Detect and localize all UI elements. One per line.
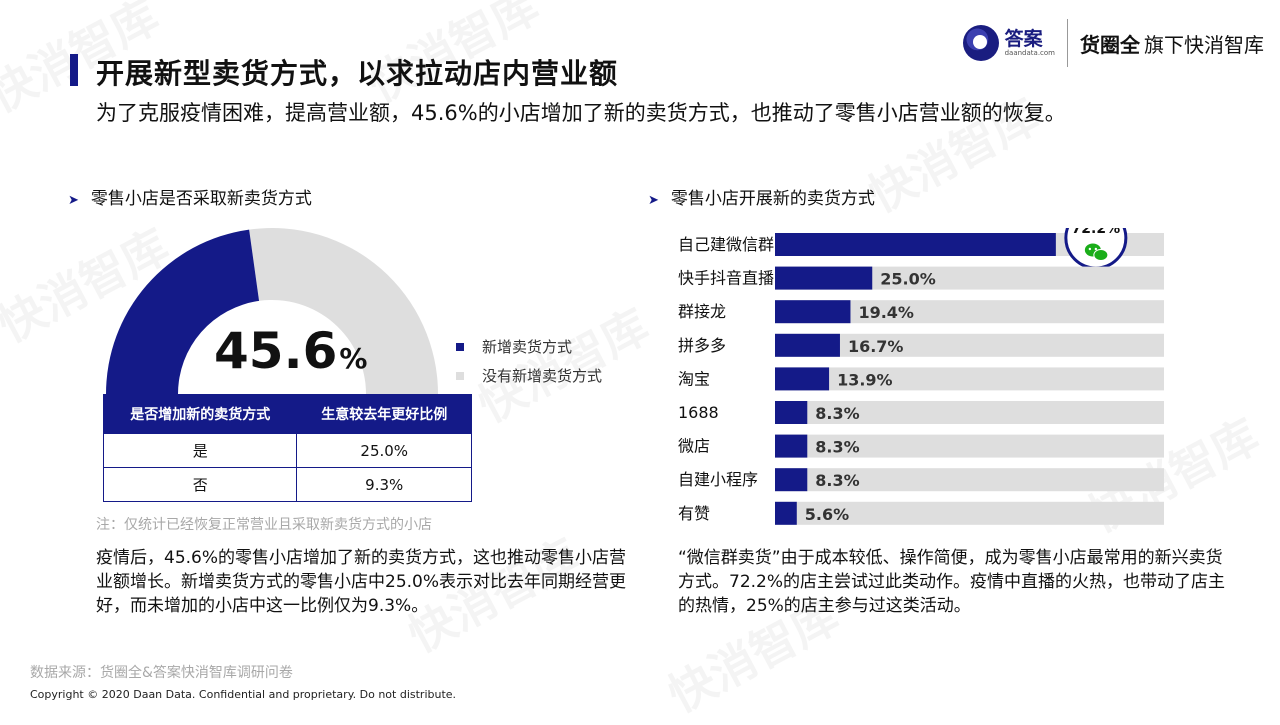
data-label: 25.0%	[880, 270, 936, 289]
arrow-icon: ➤	[68, 193, 79, 208]
gauge-track	[249, 228, 438, 394]
category-label: 拼多多	[678, 336, 726, 355]
legend-swatch-new	[456, 342, 464, 351]
table-cell: 25.0%	[296, 433, 472, 468]
legend-label-none: 没有新增卖货方式	[482, 367, 603, 385]
bar	[775, 266, 873, 290]
data-label: 8.3%	[815, 404, 859, 423]
table-cell: 是	[102, 433, 298, 468]
data-source: 数据来源：货圈全&答案快消智库调研问卷	[30, 665, 293, 681]
bar-track	[775, 434, 1164, 458]
bar	[775, 233, 1056, 256]
category-label: 淘宝	[678, 369, 710, 388]
bar-track	[775, 333, 1164, 357]
bar-track	[775, 468, 1164, 492]
data-label: 8.3%	[815, 438, 859, 457]
daan-logo-icon	[962, 25, 999, 61]
category-label: 自己建微信群	[678, 235, 774, 254]
gauge-fill	[106, 229, 260, 394]
data-label: 8.3%	[815, 471, 859, 490]
horizontal-bar-chart: 自己建微信群 72.2% 快手抖音直播 25.0% 群接龙 19.4% 拼多多 16.7% 淘宝…	[678, 228, 1164, 525]
data-label: 19.4%	[858, 303, 914, 322]
title-accent-bar	[70, 54, 78, 86]
bar	[775, 367, 830, 391]
copyright: Copyright © 2020 Daan Data. Confidential…	[30, 688, 457, 701]
big-number-unit: %	[339, 342, 368, 375]
page-title: 开展新型卖货方式，以求拉动店内营业额	[96, 57, 619, 90]
right-paragraph: “微信群卖货”由于成本较低、操作简便，成为零售小店最常用的新兴卖货方式。72.2…	[678, 548, 1226, 616]
category-label: 微店	[678, 437, 710, 456]
bar	[775, 401, 808, 424]
arrow-icon: ➤	[648, 193, 659, 208]
legend-label-new: 新增卖货方式	[482, 338, 573, 356]
category-label: 有赞	[678, 504, 710, 523]
bar	[775, 333, 840, 357]
data-label: 16.7%	[848, 337, 904, 356]
table-header-cell: 是否增加新的卖货方式	[102, 394, 298, 434]
left-heading-text: 零售小店是否采取新卖货方式	[90, 189, 312, 209]
legend-item-none: 没有新增卖货方式	[456, 365, 602, 386]
logo-domain: daandata.com	[1004, 49, 1055, 57]
page-subtitle: 为了克服疫情困难，提高营业额，45.6%的小店增加了新的卖货方式，也推动了零售小…	[96, 101, 1066, 125]
table-note: 注：仅统计已经恢复正常营业且采取新卖货方式的小店	[96, 517, 432, 533]
category-label: 1688	[678, 403, 719, 422]
left-section-heading: ➤ 零售小店是否采取新卖货方式	[68, 184, 312, 209]
legend-item-new: 新增卖货方式	[456, 336, 572, 357]
table-row: 否 9.3%	[102, 467, 472, 502]
bar-track	[775, 367, 1164, 391]
header-logo: 答案 daandata.com 货圈全 旗下快消智库	[962, 18, 1264, 68]
big-percentage: 45.6%	[214, 322, 367, 380]
data-label: 5.6%	[805, 505, 849, 524]
logo-text: 答案 daandata.com	[1005, 29, 1055, 57]
legend-swatch-none	[456, 371, 464, 380]
watermark: 快消智库	[465, 291, 658, 436]
bar	[775, 468, 808, 492]
category-label: 群接龙	[678, 302, 726, 321]
logo-cn: 答案	[1004, 28, 1043, 50]
bar	[775, 501, 797, 525]
bar	[775, 434, 808, 458]
table-header-cell: 生意较去年更好比例	[296, 394, 472, 434]
brand-suffix: 旗下快消智库	[1144, 32, 1264, 57]
left-paragraph: 疫情后，45.6%的零售小店增加了新的卖货方式，这也推动零售小店营业额增长。新增…	[96, 548, 627, 616]
bar-track	[775, 501, 1164, 525]
category-label: 自建小程序	[678, 470, 758, 489]
right-heading-text: 零售小店开展新的卖货方式	[670, 189, 875, 209]
brand-name: 货圈全	[1080, 32, 1140, 57]
table-cell: 9.3%	[296, 467, 472, 502]
big-number: 45.6	[214, 322, 338, 380]
data-label: 72.2%	[1072, 228, 1121, 237]
data-label: 13.9%	[837, 370, 893, 389]
right-section-heading: ➤ 零售小店开展新的卖货方式	[648, 184, 875, 209]
comparison-table: 是否增加新的卖货方式 生意较去年更好比例 是 25.0% 否 9.3%	[102, 394, 472, 502]
bar	[775, 300, 851, 324]
logo-divider	[1067, 19, 1068, 67]
wechat-icon	[1084, 243, 1109, 261]
half-donut-chart	[106, 228, 438, 394]
bar-track	[775, 300, 1164, 324]
category-label: 快手抖音直播	[678, 269, 774, 288]
table-row: 是 25.0%	[102, 433, 472, 468]
table-header-row: 是否增加新的卖货方式 生意较去年更好比例	[102, 394, 472, 434]
bar-track	[775, 401, 1164, 424]
table-cell: 否	[102, 467, 298, 502]
